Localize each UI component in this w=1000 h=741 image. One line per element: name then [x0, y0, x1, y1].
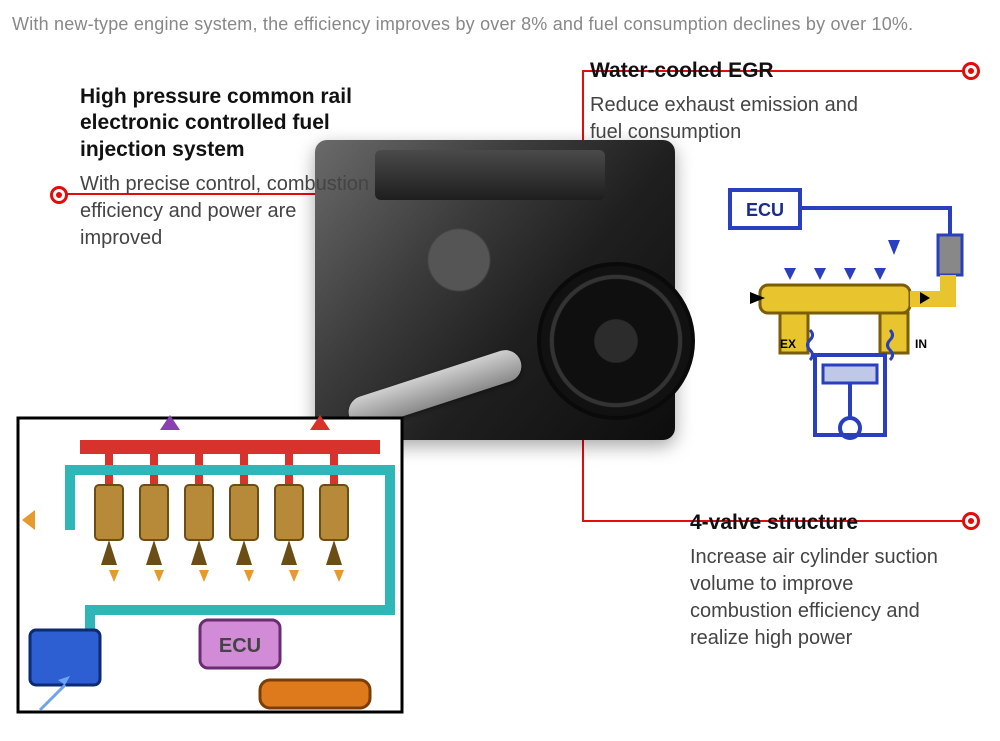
diagram-egr: ECU EX IN: [720, 180, 980, 450]
callout-common-rail: High pressure common rail electronic con…: [80, 84, 380, 252]
callout-valves-title: 4-valve structure: [690, 510, 950, 536]
svg-text:EX: EX: [780, 337, 796, 351]
callout-valves: 4-valve structure Increase air cylinder …: [690, 510, 950, 652]
diagram-ecu-right-label: ECU: [746, 200, 784, 220]
bullet-left: [50, 186, 68, 204]
callout-egr-body: Reduce exhaust emission and fuel consump…: [590, 92, 860, 146]
callout-egr: Water-cooled EGR Reduce exhaust emission…: [590, 58, 860, 146]
diagram-common-rail: ECU: [10, 410, 410, 720]
bullet-top-right: [962, 62, 980, 80]
infographic-stage: With new-type engine system, the efficie…: [0, 0, 1000, 741]
svg-text:IN: IN: [915, 337, 927, 351]
engine-flywheel: [537, 262, 695, 420]
headline-text: With new-type engine system, the efficie…: [12, 14, 913, 35]
callout-valves-body: Increase air cylinder suction volume to …: [690, 544, 950, 652]
callout-common-rail-title: High pressure common rail electronic con…: [80, 84, 380, 163]
bullet-bottom-right: [962, 512, 980, 530]
diagram-ecu-left-label: ECU: [219, 635, 261, 657]
engine-valve-cover: [375, 150, 605, 200]
callout-egr-title: Water-cooled EGR: [590, 58, 860, 84]
callout-common-rail-body: With precise control, combustion efficie…: [80, 171, 380, 252]
